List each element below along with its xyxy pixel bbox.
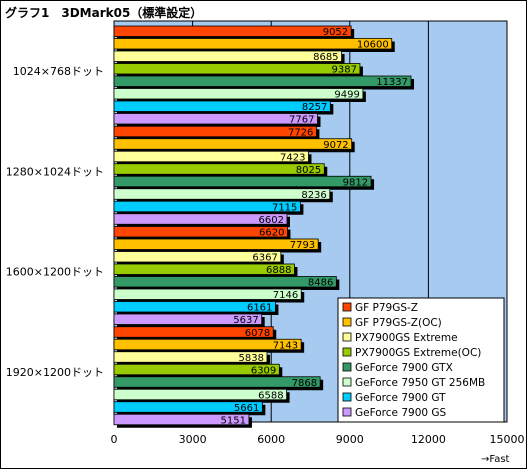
data-label: 7146: [273, 290, 298, 301]
bar: [113, 113, 318, 125]
data-label: 7767: [289, 115, 314, 126]
category-label: 1024×768ドット: [13, 65, 104, 78]
bar: [113, 238, 319, 250]
data-label: 6588: [258, 390, 283, 401]
bar: [113, 301, 276, 313]
legend-swatch: [342, 362, 352, 372]
data-label: 7868: [292, 378, 317, 389]
data-label: 11337: [376, 77, 408, 88]
bar: [113, 200, 301, 213]
x-tick-label: 9000: [336, 433, 364, 446]
bar: [113, 326, 274, 338]
legend-swatch: [342, 332, 352, 342]
data-label: 9812: [343, 177, 368, 188]
legend-label: GeForce 7950 GT 256MB: [355, 377, 485, 389]
legend-swatch: [342, 347, 352, 357]
data-label: 7143: [273, 340, 298, 351]
x-tick-label: 6000: [257, 433, 285, 446]
bar: [113, 75, 412, 87]
data-label: 6309: [251, 365, 276, 376]
legend-label: PX7900GS Extreme(OC): [355, 347, 481, 359]
bar: [113, 376, 321, 388]
legend-swatch: [342, 377, 352, 387]
legend-box: [337, 297, 505, 423]
bar: [113, 363, 280, 376]
data-label: 8025: [296, 165, 321, 176]
x-tick-label: 3000: [179, 433, 207, 446]
x-axis-label: →Fast: [481, 454, 510, 465]
data-label: 8257: [302, 102, 327, 113]
bar: [113, 125, 317, 138]
bar: [113, 188, 331, 200]
data-label: 7115: [272, 202, 297, 213]
data-label: 6161: [247, 303, 272, 314]
data-label: 9052: [323, 27, 348, 38]
legend-label: GeForce 7900 GTX: [355, 362, 453, 374]
data-label: 7726: [288, 127, 313, 138]
data-label: 5637: [233, 315, 258, 326]
x-tick-label: 12000: [411, 433, 446, 446]
data-label: 9072: [323, 140, 348, 151]
x-tick-labels: 0 3000 6000 9000 12000 15000: [111, 433, 525, 446]
bar: [113, 213, 288, 225]
bar: [113, 226, 288, 238]
bar: [113, 251, 282, 263]
bar: [113, 50, 342, 62]
category-label: 1280×1024ドット: [6, 165, 104, 178]
bar: [113, 88, 364, 100]
data-label: 8236: [301, 190, 326, 201]
bar: [113, 163, 325, 175]
category-label: 1600×1200ドット: [6, 266, 104, 279]
bar: [113, 25, 352, 37]
data-label: 6888: [266, 265, 291, 276]
x-tick-label: 15000: [490, 433, 525, 446]
legend-swatch: [342, 317, 352, 327]
data-label: 5838: [239, 353, 264, 364]
bar: [113, 100, 331, 112]
legend-swatch: [342, 302, 352, 312]
data-label: 10600: [357, 40, 389, 51]
bar: [113, 288, 302, 300]
data-label: 7793: [290, 240, 315, 251]
data-label: 8486: [308, 278, 333, 289]
data-label: 6620: [259, 228, 284, 239]
data-label: 9499: [334, 90, 359, 101]
data-label: 9387: [331, 65, 356, 76]
bar: [113, 351, 268, 363]
category-label: 1920×1200ドット: [6, 366, 104, 379]
legend: GF P79GS-Z GF P79GS-Z(OC) PX7900GS Extreme…: [337, 297, 505, 423]
bar: [113, 401, 263, 413]
data-label: 7423: [280, 152, 305, 163]
bar: [113, 138, 353, 150]
legend-label: GF P79GS-Z(OC): [355, 317, 442, 329]
data-label: 5661: [234, 403, 259, 414]
data-label: 6602: [259, 215, 284, 226]
legend-label: PX7900GS Extreme: [355, 332, 458, 344]
bar: [113, 338, 302, 351]
data-label: 6367: [252, 253, 277, 264]
data-label: 8685: [313, 52, 338, 63]
x-tick-label: 0: [111, 433, 118, 446]
data-label: 5151: [221, 415, 246, 426]
legend-swatch: [342, 392, 352, 402]
category-labels: 1024×768ドット 1280×1024ドット 1600×1200ドット 1920×…: [6, 65, 104, 379]
bar: [113, 313, 263, 325]
bar: [113, 150, 309, 163]
legend-label: GeForce 7900 GT: [355, 392, 446, 404]
bar: [113, 388, 288, 401]
data-label: 6078: [245, 328, 270, 339]
bar: [113, 276, 337, 288]
bar: [113, 263, 295, 275]
legend-label: GeForce 7900 GS: [355, 407, 447, 419]
legend-label: GF P79GS-Z: [355, 302, 418, 314]
chart-title: グラフ1 3DMark05（標準設定）: [5, 5, 202, 20]
bar: [113, 413, 250, 426]
legend-swatch: [342, 407, 352, 417]
bar: [113, 175, 372, 188]
bar: [113, 38, 393, 50]
bar: [113, 63, 361, 75]
